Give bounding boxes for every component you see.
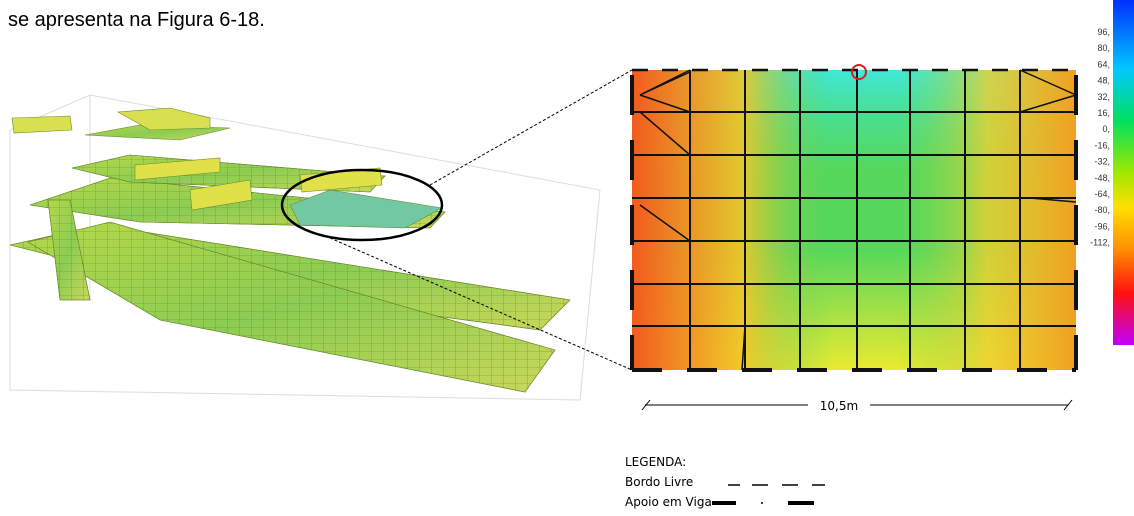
colorbar-label: 64, (1097, 59, 1110, 69)
colorbar-label: 0, (1102, 124, 1110, 134)
legend-title: LEGENDA: (625, 455, 686, 469)
figure: se apresenta na Figura 6-18. (0, 0, 1134, 516)
slab-plot (632, 65, 1076, 370)
colorbar-label: 80, (1097, 43, 1110, 53)
model-3d (10, 95, 600, 400)
colorbar-label: 32, (1097, 92, 1110, 102)
colorbar-label: -48, (1094, 173, 1110, 183)
legend-item: Apoio em Viga (625, 495, 712, 509)
colorbar-label: 16, (1097, 108, 1110, 118)
colorbar-label: -16, (1094, 140, 1110, 150)
colorbar-label: -80, (1094, 205, 1110, 215)
colorbar-label: 48, (1097, 76, 1110, 86)
colorbar-label: -32, (1094, 157, 1110, 167)
colorbar (1113, 0, 1134, 345)
legend-item: Bordo Livre (625, 475, 693, 489)
colorbar-label: -112, (1090, 238, 1110, 248)
colorbar-label: -64, (1094, 189, 1110, 199)
dimension-label: 10,5m (820, 399, 858, 413)
caption: se apresenta na Figura 6-18. (8, 9, 265, 31)
colorbar-labels: 96, 80, 64, 48, 32, 16, 0, -16, -32, -48, -64, -80,… (1090, 27, 1110, 248)
colorbar-label: -96, (1094, 221, 1110, 231)
colorbar-label: 96, (1097, 27, 1110, 37)
